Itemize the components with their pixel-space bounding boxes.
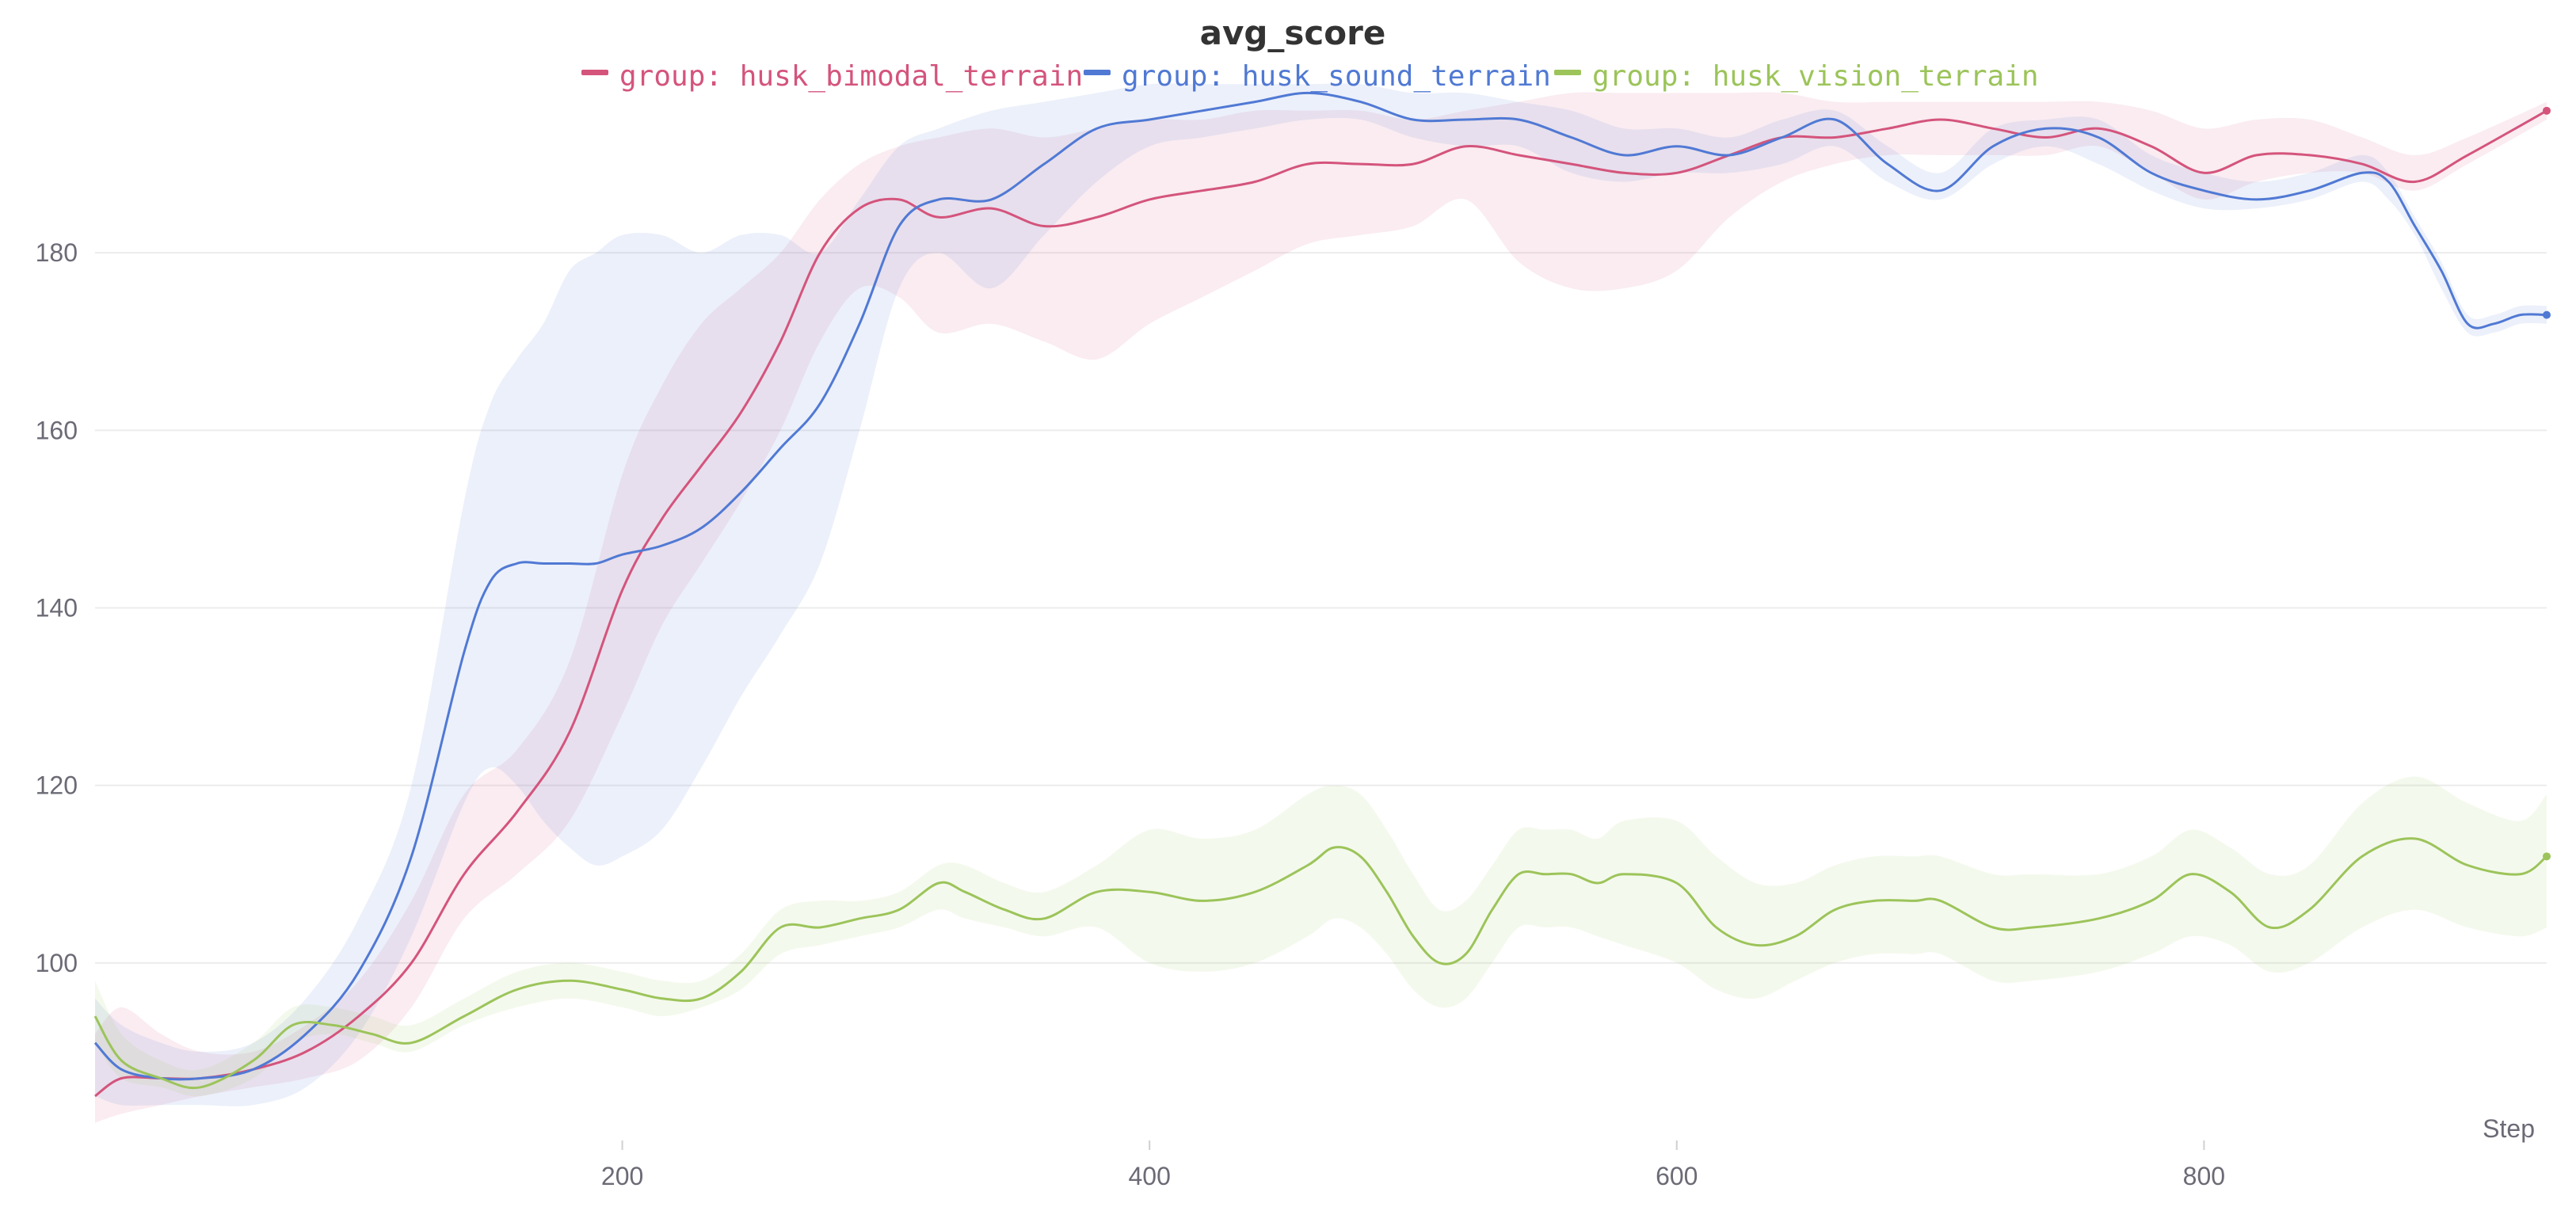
y-tick-label: 120 (36, 771, 78, 800)
series-line[interactable] (94, 109, 2547, 1098)
legend-label: group: husk_sound_terrain (1122, 60, 1551, 93)
series-range-band (95, 776, 2547, 1097)
x-axis-label: Step (2483, 1114, 2535, 1143)
x-tick-label: 800 (2183, 1162, 2225, 1190)
legend: group: husk_bimodal_terrain group: husk_s… (581, 60, 2039, 93)
y-tick-label: 160 (36, 416, 78, 444)
series-range-band (95, 83, 2547, 1106)
x-tick-label: 400 (1128, 1162, 1170, 1190)
y-tick-label: 140 (36, 594, 78, 623)
legend-swatch (1084, 70, 1111, 75)
series-end-point[interactable] (2543, 106, 2551, 115)
series-lines (93, 91, 2551, 1098)
legend-item[interactable]: group: husk_bimodal_terrain (581, 60, 1083, 93)
shaded-ranges (95, 83, 2547, 1123)
y-tick-label: 180 (36, 238, 78, 267)
x-axis: 200 400 600 800 (601, 1140, 2225, 1190)
series-end-point[interactable] (2543, 310, 2551, 319)
grid-lines (95, 252, 2547, 964)
legend-item[interactable]: group: husk_sound_terrain (1084, 60, 1551, 93)
legend-label: group: husk_vision_terrain (1592, 60, 2039, 93)
series-line[interactable] (93, 91, 2547, 1081)
series-range-band (95, 92, 2547, 1123)
legend-swatch (1554, 70, 1581, 75)
chart-title: avg_score (1200, 13, 1386, 52)
y-tick-label: 100 (36, 949, 78, 977)
legend-item[interactable]: group: husk_vision_terrain (1554, 60, 2039, 93)
x-tick-label: 600 (1656, 1162, 1698, 1190)
legend-swatch (581, 70, 608, 75)
x-tick-label: 200 (601, 1162, 643, 1190)
legend-label: group: husk_bimodal_terrain (619, 60, 1083, 93)
series-line[interactable] (93, 837, 2547, 1090)
y-axis: 100 120 140 160 180 (36, 238, 78, 977)
series-end-point[interactable] (2543, 852, 2551, 861)
